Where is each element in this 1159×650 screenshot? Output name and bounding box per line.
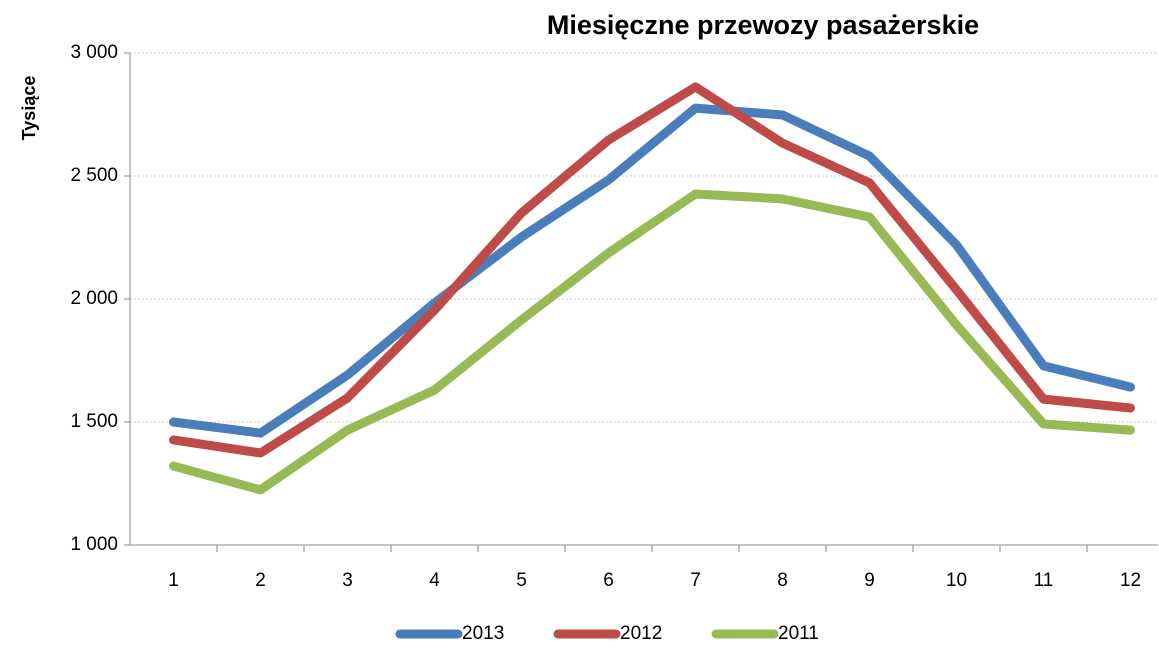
- y-tick-label: 2 000: [70, 288, 118, 309]
- legend-label: 2012: [620, 623, 662, 644]
- y-tick-label: 1 000: [70, 534, 118, 555]
- x-tick-label: 10: [946, 570, 967, 591]
- x-tick-label: 6: [603, 570, 614, 591]
- legend-label: 2013: [462, 623, 504, 644]
- x-tick-label: 11: [1034, 570, 1054, 591]
- x-tick-label: 4: [429, 570, 440, 591]
- line-series: [169, 189, 1135, 495]
- chart-title: Miesięczne przewozy pasażerskie: [547, 10, 979, 40]
- x-tick-label: 1: [168, 570, 179, 591]
- line-series: [169, 103, 1135, 438]
- x-tick-label: 9: [864, 570, 875, 591]
- y-tick-label: 3 000: [70, 42, 118, 63]
- x-tick-label: 12: [1120, 570, 1141, 591]
- y-tick-label: 1 500: [70, 411, 118, 432]
- y-tick-label: 2 500: [70, 165, 118, 186]
- y-axis-title: Tysiące: [19, 76, 39, 141]
- x-tick-label: 5: [516, 570, 527, 591]
- line-series: [169, 82, 1135, 458]
- x-tick-label: 2: [255, 570, 266, 591]
- x-tick-label: 3: [342, 570, 353, 591]
- x-tick-label: 7: [690, 570, 701, 591]
- legend-label: 2011: [778, 623, 819, 644]
- x-tick-label: 8: [777, 570, 788, 591]
